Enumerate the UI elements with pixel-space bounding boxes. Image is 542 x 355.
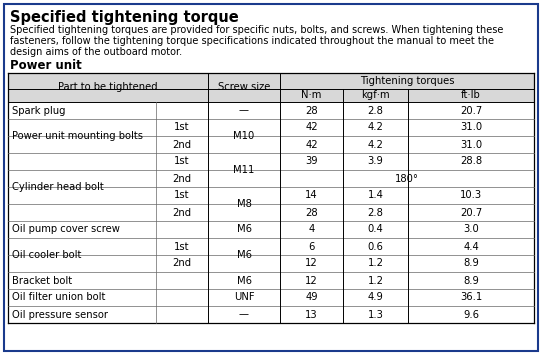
Text: 4.2: 4.2 bbox=[367, 122, 383, 132]
Text: 14: 14 bbox=[305, 191, 318, 201]
Text: 49: 49 bbox=[305, 293, 318, 302]
Text: Oil filter union bolt: Oil filter union bolt bbox=[12, 293, 105, 302]
Text: 1st: 1st bbox=[174, 122, 190, 132]
Text: M10: M10 bbox=[234, 131, 255, 141]
Text: 1.2: 1.2 bbox=[367, 258, 384, 268]
Text: Power unit: Power unit bbox=[10, 59, 82, 72]
Text: design aims of the outboard motor.: design aims of the outboard motor. bbox=[10, 47, 182, 57]
Text: 1st: 1st bbox=[174, 157, 190, 166]
Text: Spark plug: Spark plug bbox=[12, 105, 66, 115]
Text: 1.3: 1.3 bbox=[367, 310, 383, 320]
Text: 2nd: 2nd bbox=[172, 140, 191, 149]
Text: 180°: 180° bbox=[395, 174, 419, 184]
Text: 20.7: 20.7 bbox=[460, 208, 482, 218]
Text: —: — bbox=[239, 310, 249, 320]
Text: M6: M6 bbox=[236, 275, 251, 285]
Text: N·m: N·m bbox=[301, 91, 322, 100]
Text: M6: M6 bbox=[236, 224, 251, 235]
Text: 12: 12 bbox=[305, 258, 318, 268]
Text: Part to be tightened: Part to be tightened bbox=[58, 82, 158, 93]
Text: 42: 42 bbox=[305, 140, 318, 149]
Text: 42: 42 bbox=[305, 122, 318, 132]
Text: 4: 4 bbox=[308, 224, 314, 235]
Text: 0.6: 0.6 bbox=[367, 241, 383, 251]
Text: 2.8: 2.8 bbox=[367, 208, 383, 218]
Text: UNF: UNF bbox=[234, 293, 254, 302]
Text: 2.8: 2.8 bbox=[367, 105, 383, 115]
Text: 1st: 1st bbox=[174, 191, 190, 201]
Text: Oil pressure sensor: Oil pressure sensor bbox=[12, 310, 108, 320]
Text: M8: M8 bbox=[236, 199, 251, 209]
Text: Oil cooler bolt: Oil cooler bolt bbox=[12, 250, 81, 260]
Text: —: — bbox=[239, 105, 249, 115]
Text: 0.4: 0.4 bbox=[367, 224, 383, 235]
Text: 1.2: 1.2 bbox=[367, 275, 384, 285]
Text: M6: M6 bbox=[236, 250, 251, 260]
Text: 39: 39 bbox=[305, 157, 318, 166]
Text: 3.9: 3.9 bbox=[367, 157, 383, 166]
Text: 36.1: 36.1 bbox=[460, 293, 482, 302]
Text: 13: 13 bbox=[305, 310, 318, 320]
Text: Power unit mounting bolts: Power unit mounting bolts bbox=[12, 131, 143, 141]
Text: Specified tightening torque: Specified tightening torque bbox=[10, 10, 238, 25]
Text: kgf·m: kgf·m bbox=[361, 91, 390, 100]
Text: 28.8: 28.8 bbox=[460, 157, 482, 166]
Text: 2nd: 2nd bbox=[172, 258, 191, 268]
Text: 8.9: 8.9 bbox=[463, 275, 479, 285]
Text: 28: 28 bbox=[305, 105, 318, 115]
Text: Oil pump cover screw: Oil pump cover screw bbox=[12, 224, 120, 235]
Text: 10.3: 10.3 bbox=[460, 191, 482, 201]
Text: fasteners, follow the tightening torque specifications indicated throughout the : fasteners, follow the tightening torque … bbox=[10, 36, 494, 46]
Text: ft·lb: ft·lb bbox=[461, 91, 481, 100]
Text: 4.2: 4.2 bbox=[367, 140, 383, 149]
Text: 31.0: 31.0 bbox=[460, 140, 482, 149]
Bar bbox=[8, 73, 534, 102]
Text: M11: M11 bbox=[233, 165, 255, 175]
Text: 1st: 1st bbox=[174, 241, 190, 251]
Text: 2nd: 2nd bbox=[172, 174, 191, 184]
Text: Cylinder head bolt: Cylinder head bolt bbox=[12, 182, 104, 192]
Text: 4.4: 4.4 bbox=[463, 241, 479, 251]
Text: Bracket bolt: Bracket bolt bbox=[12, 275, 72, 285]
Text: 20.7: 20.7 bbox=[460, 105, 482, 115]
Text: 1.4: 1.4 bbox=[367, 191, 383, 201]
Text: 8.9: 8.9 bbox=[463, 258, 479, 268]
Text: 3.0: 3.0 bbox=[463, 224, 479, 235]
Text: Screw size: Screw size bbox=[218, 82, 270, 93]
Text: 4.9: 4.9 bbox=[367, 293, 383, 302]
Text: Specified tightening torques are provided for specific nuts, bolts, and screws. : Specified tightening torques are provide… bbox=[10, 25, 504, 35]
Text: 28: 28 bbox=[305, 208, 318, 218]
Text: Tightening torques: Tightening torques bbox=[360, 76, 454, 86]
Text: 2nd: 2nd bbox=[172, 208, 191, 218]
Text: 12: 12 bbox=[305, 275, 318, 285]
Text: 9.6: 9.6 bbox=[463, 310, 479, 320]
Text: 31.0: 31.0 bbox=[460, 122, 482, 132]
Text: 6: 6 bbox=[308, 241, 315, 251]
Bar bbox=[8, 102, 534, 323]
